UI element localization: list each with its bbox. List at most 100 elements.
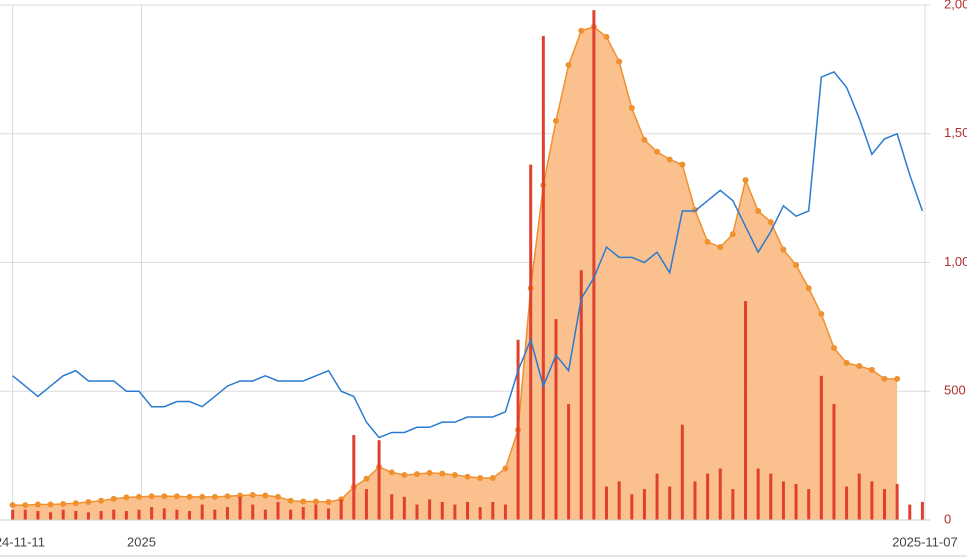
area-marker xyxy=(717,244,724,251)
volume-bar xyxy=(554,319,558,520)
area-marker xyxy=(34,501,41,508)
volume-bar xyxy=(857,473,861,520)
volume-bar xyxy=(238,496,242,520)
area-marker xyxy=(793,262,800,269)
area-marker xyxy=(300,498,307,505)
volume-bar xyxy=(377,440,381,520)
volume-bar xyxy=(491,501,495,520)
area-marker xyxy=(704,238,711,245)
volume-bar xyxy=(263,509,267,520)
volume-bar xyxy=(150,507,154,520)
area-marker xyxy=(413,471,420,478)
area-marker xyxy=(287,497,294,504)
volume-bar xyxy=(769,473,773,520)
volume-bar xyxy=(402,496,406,520)
volume-bar xyxy=(794,483,798,520)
volume-bar xyxy=(49,512,53,520)
x-tick-label: 2025 xyxy=(127,534,156,549)
area-marker xyxy=(565,61,572,68)
volume-bar xyxy=(213,509,217,520)
volume-bar xyxy=(870,481,874,520)
line xyxy=(12,71,924,439)
volume-bar xyxy=(276,501,280,520)
volume-bar xyxy=(415,504,419,520)
y-tick-label: 1,500 xyxy=(944,125,967,140)
area-marker xyxy=(628,105,635,111)
volume-bar xyxy=(466,501,470,520)
area-marker xyxy=(477,475,484,482)
y-tick-label: 500 xyxy=(944,383,966,398)
area-marker xyxy=(616,58,623,65)
area-marker xyxy=(830,344,837,351)
volume-bar xyxy=(289,509,293,520)
volume-bar xyxy=(592,10,596,521)
area-marker xyxy=(211,493,218,500)
area-marker xyxy=(98,497,105,504)
volume-bar xyxy=(301,507,305,520)
volume-bar xyxy=(832,404,836,520)
area-marker xyxy=(755,208,762,214)
area-marker xyxy=(780,246,787,253)
volume-bar xyxy=(339,499,343,520)
volume-bar xyxy=(74,510,78,520)
volume-bar xyxy=(567,404,571,520)
area-marker xyxy=(818,311,825,317)
area-marker xyxy=(666,156,673,163)
volume-bar xyxy=(718,468,722,520)
volume-bar xyxy=(200,504,204,520)
area-marker xyxy=(502,465,509,472)
area-marker xyxy=(552,117,559,124)
area-marker xyxy=(262,492,269,499)
volume-bar xyxy=(642,489,646,520)
area-marker xyxy=(161,493,168,500)
volume-bar xyxy=(440,501,444,520)
area-marker xyxy=(249,492,256,499)
volume-bar xyxy=(617,481,621,520)
area-marker xyxy=(110,495,117,502)
area-marker xyxy=(654,148,661,155)
volume-bar xyxy=(99,510,103,520)
area-marker xyxy=(186,493,193,500)
volume-bar xyxy=(162,508,166,520)
area-marker xyxy=(856,363,863,370)
area-marker xyxy=(868,366,875,373)
volume-bar xyxy=(137,509,141,520)
volume-bar xyxy=(503,504,507,520)
volume-bar xyxy=(579,270,583,520)
volume-bar xyxy=(668,486,672,520)
volume-bar xyxy=(428,499,432,520)
volume-bar xyxy=(744,301,748,520)
area-marker xyxy=(401,471,408,478)
area-marker xyxy=(72,500,79,507)
volume-bar xyxy=(61,509,65,520)
volume-bar xyxy=(605,486,609,520)
area-marker xyxy=(123,494,130,501)
area-marker xyxy=(729,231,736,238)
x-tick-label: 2024-11-11 xyxy=(0,534,45,549)
area-marker xyxy=(312,498,319,505)
area-marker xyxy=(22,502,29,509)
area-marker xyxy=(148,493,155,500)
volume-bar xyxy=(327,508,331,520)
area-marker xyxy=(325,498,332,505)
area-marker xyxy=(742,177,749,184)
volume-bar xyxy=(908,504,912,520)
area-marker xyxy=(60,501,67,508)
volume-bar xyxy=(680,424,684,520)
area xyxy=(12,26,898,520)
area-marker xyxy=(9,502,16,509)
volume-bar xyxy=(731,489,735,520)
volume-bar xyxy=(124,510,128,520)
volume-bar xyxy=(630,494,634,520)
volume-bar xyxy=(251,504,255,520)
area-marker xyxy=(641,136,648,143)
area-marker xyxy=(47,501,54,508)
volume-bar xyxy=(807,489,811,520)
volume-bar xyxy=(112,509,116,520)
area-marker xyxy=(881,375,888,382)
area-marker xyxy=(578,27,585,34)
y-tick-label: 2,000 xyxy=(944,0,967,11)
area-marker xyxy=(603,33,610,40)
volume-bar xyxy=(541,35,545,521)
y-tick-label: 0 xyxy=(944,511,951,526)
